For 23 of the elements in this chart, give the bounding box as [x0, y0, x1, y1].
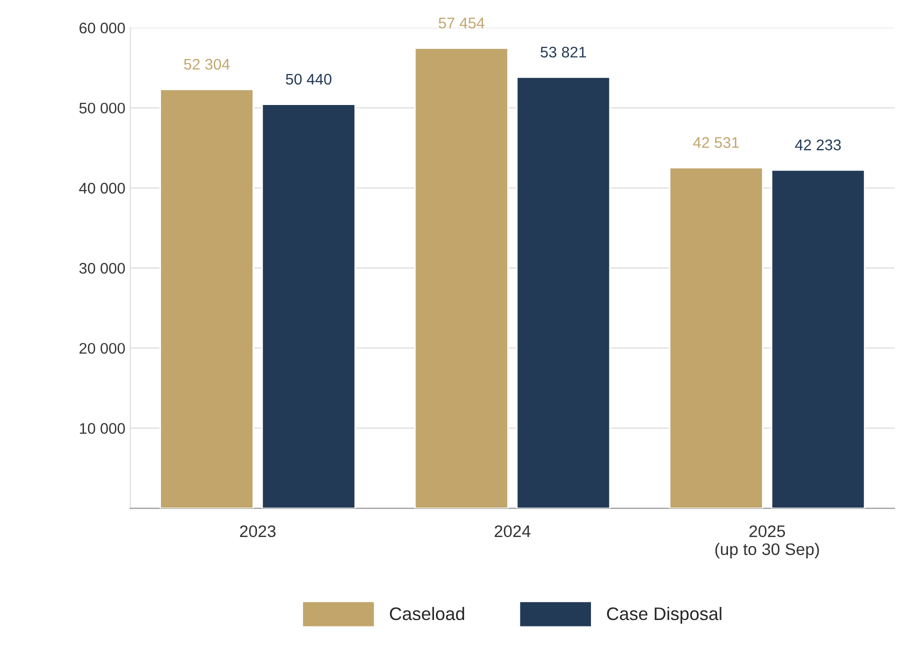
bar: [770, 169, 866, 508]
x-tick-label: 2025 (up to 30 Sep): [715, 525, 819, 558]
y-tick-label: 40 000: [79, 182, 125, 194]
data-label: 57 454: [438, 18, 484, 28]
y-tick-label: 30 000: [79, 262, 125, 274]
y-tick-label: 20 000: [80, 342, 125, 354]
y-tick-label: 10 000: [80, 423, 125, 434]
data-label: 53 821: [540, 46, 586, 58]
bar: [669, 166, 764, 508]
data-label: 42 233: [795, 140, 841, 150]
bar: [516, 76, 611, 508]
bar: [160, 88, 254, 508]
data-label: 50 440: [286, 74, 332, 85]
bar: [414, 47, 509, 508]
y-tick-label: 50 000: [79, 102, 125, 114]
y-tick-label: 60 000: [80, 22, 125, 34]
data-label: 42 531: [693, 137, 739, 148]
data-label: 52 304: [184, 58, 230, 70]
x-tick-label: 2024: [494, 525, 530, 538]
legend-label: Caseload: [390, 606, 464, 620]
x-tick-label: 2023: [240, 525, 276, 538]
legend-label: Case Disposal: [607, 606, 722, 624]
bar: [261, 104, 356, 508]
